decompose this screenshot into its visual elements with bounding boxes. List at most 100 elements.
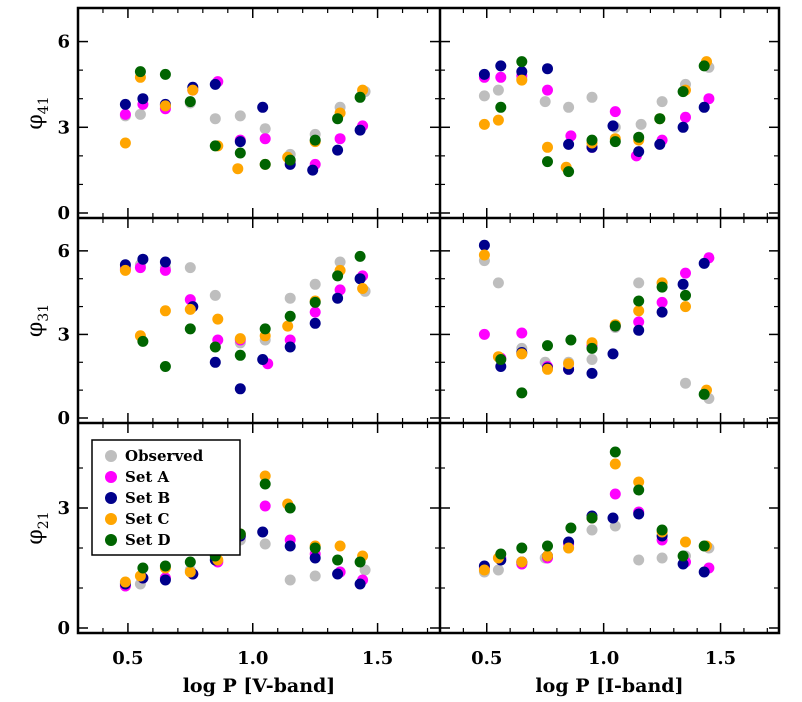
- y-axis-symbol: φ: [23, 114, 48, 129]
- point-set-b: [633, 324, 645, 336]
- point-set-d: [284, 502, 296, 514]
- point-observed: [586, 91, 598, 103]
- point-set-d: [565, 522, 577, 534]
- point-set-b: [607, 348, 619, 360]
- point-observed: [492, 564, 504, 576]
- point-set-b: [563, 138, 575, 150]
- y-tick-label: 3: [57, 324, 70, 345]
- legend: Observed Set A Set B Set C Set D: [91, 439, 241, 556]
- point-set-b: [209, 356, 221, 368]
- point-set-c: [516, 74, 528, 86]
- point-set-c: [609, 458, 621, 470]
- panel-phi41-V: [119, 66, 371, 176]
- point-set-d: [259, 323, 271, 335]
- panel-phi31-I: [478, 239, 715, 404]
- point-set-c: [478, 249, 490, 261]
- point-set-a: [119, 108, 131, 120]
- point-set-d: [542, 156, 553, 168]
- point-observed: [586, 524, 598, 536]
- point-set-d: [495, 548, 507, 560]
- point-set-d: [698, 60, 710, 72]
- point-set-d: [159, 560, 171, 572]
- point-set-b: [354, 124, 366, 136]
- point-set-c: [478, 118, 490, 130]
- point-set-c: [119, 137, 131, 149]
- point-set-c: [282, 320, 294, 332]
- point-observed: [309, 278, 321, 290]
- point-set-a: [542, 84, 553, 96]
- y-tick-label: 0: [57, 618, 70, 639]
- point-set-b: [332, 568, 344, 580]
- x-tick-label: 1.5: [705, 648, 736, 669]
- point-set-d: [680, 289, 691, 301]
- point-set-d: [586, 342, 598, 354]
- point-set-b: [332, 292, 344, 304]
- data-points: [119, 56, 715, 592]
- point-observed: [184, 262, 196, 274]
- point-set-c: [563, 542, 575, 554]
- point-set-b: [257, 526, 269, 538]
- point-set-b: [495, 60, 507, 72]
- panel-phi31-V: [119, 250, 371, 395]
- legend-label: Observed: [125, 447, 204, 465]
- point-set-d: [309, 134, 321, 146]
- point-set-c: [334, 540, 346, 552]
- figure-frame: [76, 6, 781, 635]
- y-axis-label: φ41: [23, 96, 52, 129]
- point-set-d: [677, 86, 689, 98]
- point-observed: [234, 110, 246, 122]
- point-set-c: [542, 141, 553, 153]
- point-set-d: [332, 554, 344, 566]
- y-tick-label: 0: [57, 408, 70, 429]
- point-set-b: [309, 552, 321, 564]
- point-set-a: [259, 500, 271, 512]
- point-set-a: [609, 488, 621, 500]
- point-set-c: [633, 476, 645, 488]
- point-set-c: [542, 363, 553, 375]
- point-set-a: [680, 267, 691, 279]
- point-set-a: [565, 130, 577, 142]
- y-tick-label: 6: [57, 32, 70, 53]
- point-set-d: [656, 281, 668, 293]
- point-set-a: [633, 316, 645, 328]
- point-set-d: [134, 66, 146, 78]
- point-set-a: [609, 106, 621, 118]
- point-set-b: [307, 164, 319, 176]
- point-set-d: [284, 310, 296, 322]
- legend-marker: [105, 492, 117, 504]
- point-set-c: [492, 114, 504, 126]
- legend-marker: [105, 471, 117, 483]
- point-observed: [656, 96, 668, 108]
- point-observed: [586, 354, 598, 365]
- point-set-b: [698, 257, 710, 269]
- point-set-c: [184, 566, 196, 578]
- point-set-c: [159, 305, 171, 317]
- point-set-b: [354, 578, 366, 590]
- point-set-c: [259, 470, 271, 482]
- point-set-b: [633, 146, 645, 158]
- point-set-a: [703, 93, 715, 105]
- point-set-b: [633, 508, 645, 520]
- y-axis-label-text: φ21: [23, 511, 52, 544]
- point-set-c: [542, 550, 553, 562]
- y-axis-subscript: 21: [36, 511, 52, 529]
- point-set-d: [159, 361, 171, 372]
- x-axis-label: log P [V-band]: [183, 675, 336, 697]
- point-observed: [635, 118, 647, 130]
- y-axis-label-text: φ31: [23, 304, 52, 337]
- point-observed: [539, 96, 551, 108]
- point-set-b: [137, 253, 149, 265]
- point-set-b: [656, 306, 668, 318]
- point-set-a: [309, 306, 321, 318]
- point-set-d: [495, 101, 507, 113]
- point-set-b: [137, 93, 149, 105]
- point-set-b: [698, 101, 710, 113]
- point-observed: [334, 256, 346, 268]
- point-set-b: [159, 256, 171, 268]
- point-observed: [284, 574, 296, 586]
- point-set-d: [698, 540, 710, 552]
- point-observed: [633, 277, 645, 289]
- x-tick-label: 1.0: [237, 648, 268, 669]
